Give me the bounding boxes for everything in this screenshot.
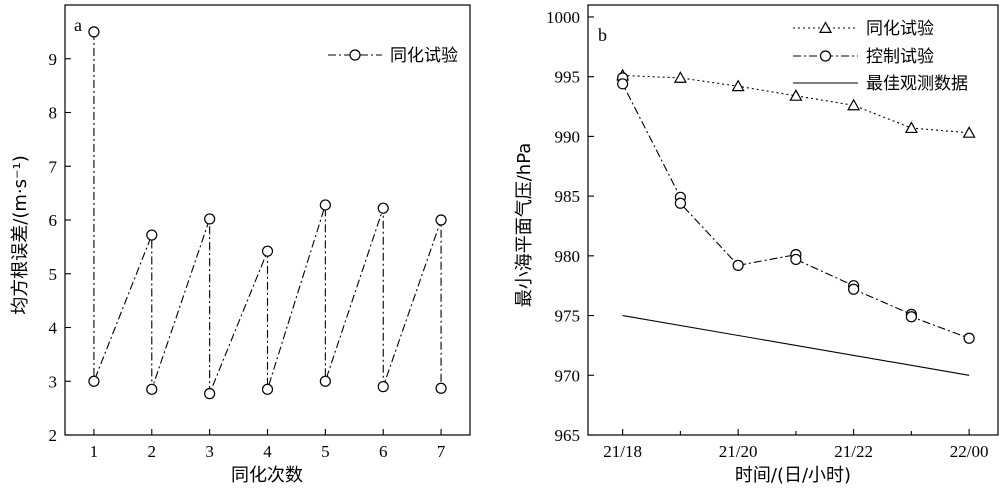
x-tick-label-a: 4 [263,442,272,461]
data-point-b-0 [904,121,918,134]
panel-b: b 时间/(日/小时) 最小海平面气压/hPa 21/18 21/20 21/22 2… [514,4,999,486]
data-point-a [435,214,447,226]
data-point-a [204,213,216,225]
data-point-b-1 [963,332,975,344]
panel-a: a 同化次数 均方根误差/(m·s⁻¹) 1 2 3 4 5 6 7 2 3 4 5 6 7 8 9 同化试… [10,4,471,486]
data-point-b-0 [962,126,976,138]
y-tick-label-b: 975 [555,307,581,326]
plot-a-frame [64,4,471,436]
data-point-a [146,229,158,241]
data-point-a [261,245,274,257]
data-point-b-1 [790,253,802,266]
panel-a-label: a [74,15,82,35]
series-line-b-2 [622,315,970,376]
data-point-a [377,381,389,393]
x-tick-label-a: 5 [321,442,330,461]
data-point-b-1 [617,78,629,90]
x-tick-label-b: 21/22 [834,442,873,461]
data-point-a [88,375,100,387]
data-point-a [435,382,447,394]
legend-label-b-0: 同化试验 [866,19,934,39]
y-tick-label-a: 8 [49,104,58,123]
y-tick-label-b: 970 [555,366,581,385]
data-point-a [319,375,331,387]
x-axis-label-b: 时间/(日/小时) [735,465,851,486]
data-point-b-0 [847,98,861,111]
series-line-b-1 [622,77,970,339]
legend-label-a: 同化试验 [390,46,458,66]
x-axis-label-a: 同化次数 [231,465,303,486]
x-tick-label-b: 21/18 [603,442,642,461]
y-tick-label-a: 4 [49,319,58,338]
data-point-b-0 [673,71,687,83]
y-tick-label-b: 1000 [546,8,580,27]
x-tick-label-a: 6 [379,442,388,461]
data-point-a [204,388,216,400]
legend-marker-b-0 [818,21,833,34]
x-tick-label-b: 22/00 [950,442,989,461]
y-tick-label-b: 995 [555,68,581,87]
y-tick-label-a: 3 [49,372,58,391]
data-point-a [319,199,331,211]
y-tick-label-b: 990 [555,127,581,146]
legend-label-b-1: 控制试验 [866,47,934,67]
y-tick-label-a: 9 [49,50,58,69]
data-point-a [88,26,100,38]
data-point-b-1 [905,311,917,323]
x-tick-label-b: 21/20 [719,442,758,461]
y-tick-label-b: 980 [555,247,581,266]
data-point-b-1 [732,259,744,271]
legend-label-b-2: 最佳观测数据 [866,74,968,94]
y-axis-label-a: 均方根误差/(m·s⁻¹) [10,155,31,314]
legend-marker-a [349,49,361,61]
data-point-a [377,202,389,214]
panel-b-label: b [598,25,607,45]
legend-marker-b-1 [819,50,832,62]
x-tick-label-a: 3 [205,442,214,461]
x-tick-label-a: 1 [90,442,99,461]
y-tick-label-a: 2 [49,426,58,445]
x-tick-label-a: 7 [437,442,446,461]
y-tick-label-a: 6 [49,211,58,230]
x-tick-label-a: 2 [148,442,157,461]
y-tick-label-a: 5 [49,265,58,284]
y-tick-label-b: 985 [555,187,581,206]
y-axis-label-b: 最小海平面气压/hPa [514,143,535,308]
data-point-a [146,383,158,395]
data-point-b-0 [789,89,803,101]
plot-b-frame [587,4,999,436]
y-tick-label-a: 7 [49,157,58,176]
data-point-b-1 [848,283,860,295]
data-point-b-0 [731,79,745,92]
y-tick-label-b: 965 [555,426,581,445]
data-point-a [261,383,274,395]
data-point-b-1 [674,197,686,209]
series-line-a [93,31,442,394]
